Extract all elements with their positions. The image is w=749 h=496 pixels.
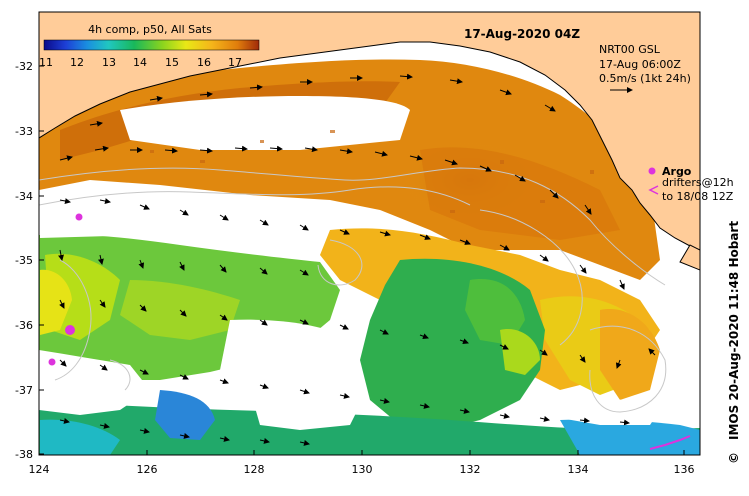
argo-floats bbox=[48, 213, 83, 366]
argo-float bbox=[48, 358, 56, 366]
legend-tick: 14 bbox=[133, 56, 147, 69]
current-scale: 0.5m/s (1kt 24h) bbox=[599, 72, 691, 85]
timestamp: 17-Aug-2020 04Z bbox=[464, 27, 580, 41]
current-source: NRT00 GSL bbox=[599, 43, 661, 56]
legend-tick: 16 bbox=[197, 56, 211, 69]
current-info: NRT00 GSL 17-Aug 06:00Z 0.5m/s (1kt 24h) bbox=[599, 43, 691, 93]
argo-legend: Argo drifters@12h to 18/08 12Z bbox=[648, 165, 734, 203]
argo-label: Argo bbox=[662, 165, 692, 178]
lon-label: 124 bbox=[29, 463, 50, 476]
lat-label: -38 bbox=[15, 448, 33, 461]
lat-label: -36 bbox=[15, 319, 33, 332]
legend-title: 4h comp, p50, All Sats bbox=[88, 23, 212, 36]
lon-label: 136 bbox=[674, 463, 695, 476]
legend-tick: 12 bbox=[70, 56, 84, 69]
legend-tick: 11 bbox=[39, 56, 53, 69]
credit-text: IMOS 20-Aug-2020 11:48 Hobart bbox=[727, 221, 741, 440]
sst-field bbox=[39, 59, 700, 455]
lat-label: -35 bbox=[15, 254, 33, 267]
plot-area bbox=[39, 12, 700, 455]
lon-label: 134 bbox=[568, 463, 589, 476]
argo-float bbox=[65, 325, 75, 335]
lon-label: 128 bbox=[244, 463, 265, 476]
lat-axis: -32 -33 -34 -35 -36 -37 -38 bbox=[15, 60, 44, 461]
lat-label: -34 bbox=[15, 190, 33, 203]
legend-tick: 17 bbox=[228, 56, 242, 69]
plot-frame bbox=[38, 11, 701, 456]
colorbar bbox=[43, 39, 260, 51]
lat-label: -37 bbox=[15, 384, 33, 397]
lon-label: 132 bbox=[460, 463, 481, 476]
lon-label: 130 bbox=[352, 463, 373, 476]
drifter-legend-marker bbox=[648, 185, 659, 195]
argo-legend-marker bbox=[648, 167, 656, 175]
legend-tick: 13 bbox=[102, 56, 116, 69]
lat-label: -33 bbox=[15, 125, 33, 138]
lon-axis: 124 126 128 130 132 134 136 bbox=[29, 450, 695, 476]
argo-drifters-line2: to 18/08 12Z bbox=[662, 190, 734, 203]
copyright-symbol: © bbox=[727, 452, 741, 464]
color-legend: 4h comp, p50, All Sats 11 12 13 14 15 16… bbox=[39, 23, 260, 69]
lat-label: -32 bbox=[15, 60, 33, 73]
legend-tick: 15 bbox=[165, 56, 179, 69]
lon-label: 126 bbox=[137, 463, 158, 476]
bathymetry-contours bbox=[39, 167, 667, 413]
current-vectors bbox=[58, 73, 656, 446]
drifter-track bbox=[649, 435, 691, 450]
argo-float bbox=[75, 213, 83, 221]
argo-drifters-line1: drifters@12h bbox=[662, 176, 734, 189]
land-mass bbox=[39, 12, 700, 251]
current-time: 17-Aug 06:00Z bbox=[599, 58, 681, 71]
